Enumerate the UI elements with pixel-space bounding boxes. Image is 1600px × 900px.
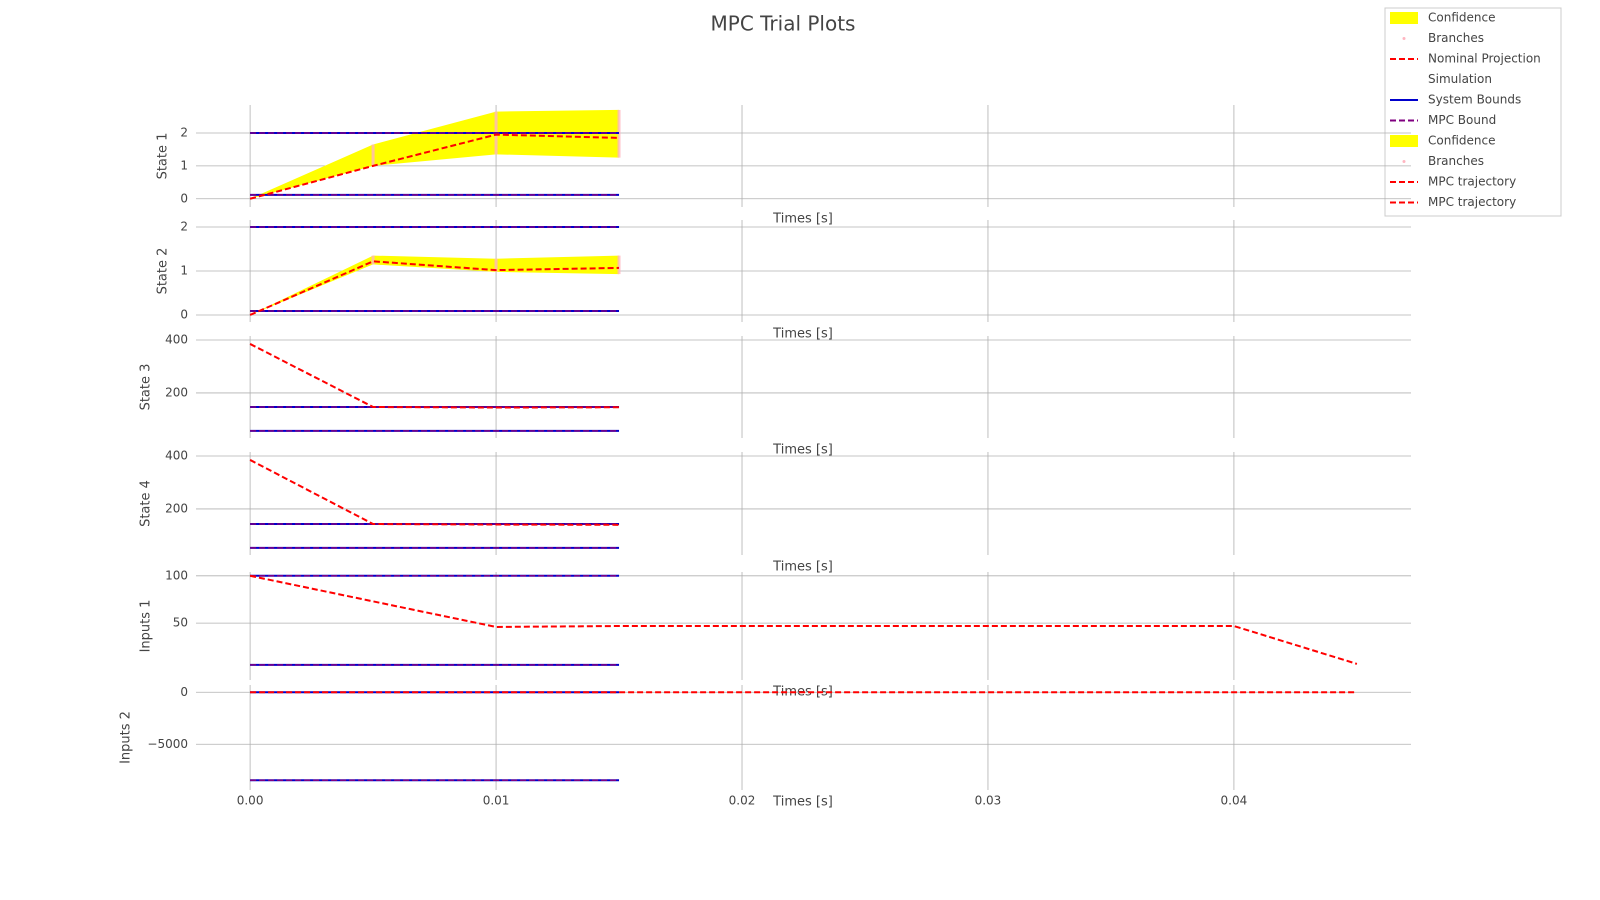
y-tick-label: 400	[165, 448, 188, 462]
confidence-band	[250, 109, 620, 199]
trajectory	[249, 574, 1358, 665]
legend-label: Branches	[1428, 154, 1484, 168]
trajectory	[249, 260, 620, 316]
legend-label: Simulation	[1428, 72, 1492, 86]
y-axis-label: State 2	[156, 248, 171, 295]
x-tick-label: 0.04	[1221, 794, 1248, 808]
legend-swatch	[1402, 37, 1406, 40]
y-axis-label: State 1	[156, 133, 171, 180]
y-axis-label: Inputs 2	[119, 711, 134, 764]
y-tick-label: −5000	[147, 737, 188, 751]
legend-label: Confidence	[1428, 11, 1495, 25]
y-tick-label: 2	[180, 220, 188, 234]
trajectory	[249, 343, 620, 409]
y-tick-label: 1	[180, 158, 188, 172]
x-tick-label: 0.01	[483, 794, 510, 808]
legend-swatch	[1402, 160, 1406, 163]
y-axis-label: State 4	[139, 480, 154, 527]
legend-label: Branches	[1428, 31, 1484, 45]
y-tick-label: 100	[165, 568, 188, 582]
legend-swatch	[1390, 135, 1418, 147]
y-axis-label: State 3	[139, 364, 154, 411]
x-axis-label: Times [s]	[772, 212, 833, 227]
legend-box	[1384, 7, 1562, 217]
confidence-band	[250, 255, 620, 315]
x-tick-label: 0.02	[729, 794, 756, 808]
figure-title: MPC Trial Plots	[711, 12, 856, 36]
trajectory	[249, 133, 620, 200]
y-tick-label: 0	[180, 191, 188, 205]
y-axis-label: Inputs 1	[139, 600, 154, 653]
x-axis-label: Times [s]	[772, 443, 833, 458]
x-axis-label: Times [s]	[772, 795, 833, 810]
y-tick-label: 1	[180, 264, 188, 278]
y-tick-label: 0	[180, 307, 188, 321]
legend-label: Nominal Projection	[1428, 52, 1541, 66]
legend-swatch	[1390, 12, 1418, 24]
legend-label: MPC trajectory	[1428, 175, 1516, 189]
x-tick-label: 0.03	[975, 794, 1002, 808]
legend-label: System Bounds	[1428, 93, 1521, 107]
x-tick-label: 0.00	[237, 794, 264, 808]
x-axis-label: Times [s]	[772, 327, 833, 342]
legend-label: Confidence	[1428, 134, 1495, 148]
y-tick-label: 0	[180, 685, 188, 699]
y-tick-label: 50	[173, 616, 188, 630]
y-tick-label: 200	[165, 501, 188, 515]
x-axis-label: Times [s]	[772, 560, 833, 575]
y-tick-label: 2	[180, 125, 188, 139]
y-tick-label: 400	[165, 332, 188, 346]
legend-label: MPC trajectory	[1428, 195, 1516, 209]
legend-label: MPC Bound	[1428, 113, 1496, 127]
y-tick-label: 200	[165, 385, 188, 399]
trajectory	[249, 459, 620, 526]
